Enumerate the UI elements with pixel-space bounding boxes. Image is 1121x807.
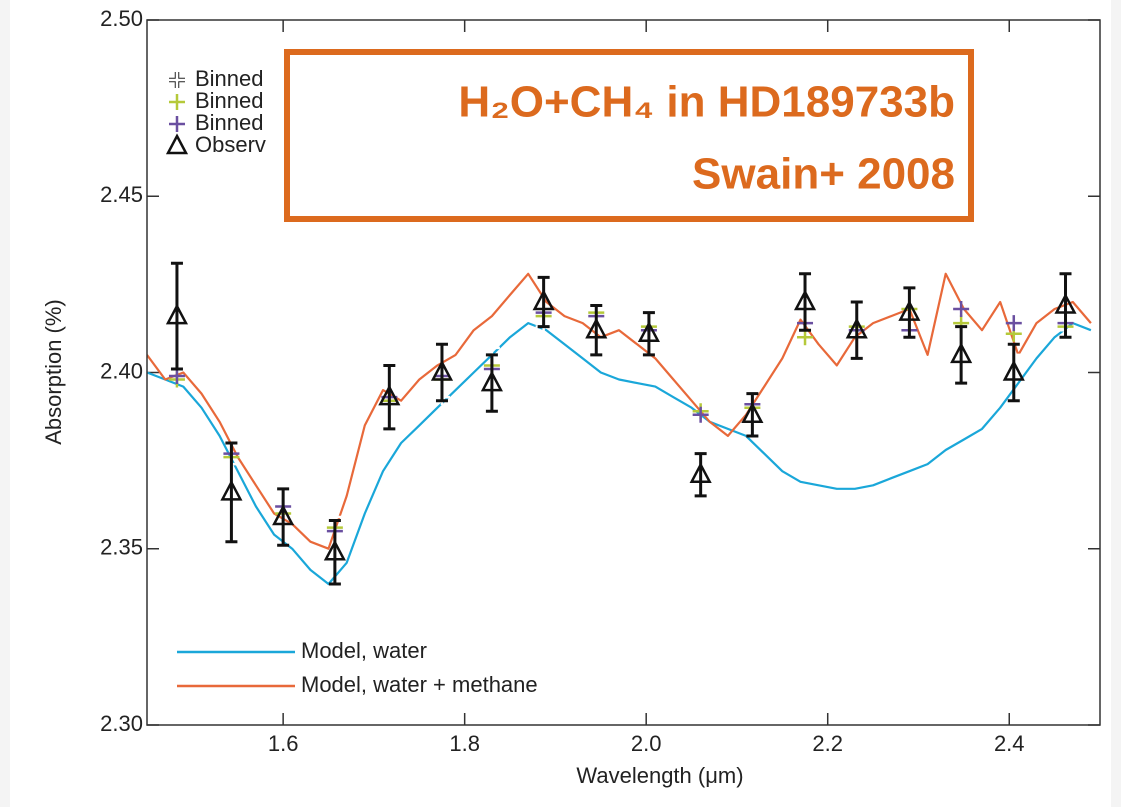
observed-point [845, 317, 868, 339]
binned-point [797, 350, 814, 367]
x-tick-label: 2.2 [812, 731, 843, 756]
error-bar [328, 519, 341, 586]
observed-point [323, 539, 346, 561]
legend-marker [165, 133, 189, 155]
legend-label: Observ [195, 132, 266, 157]
error-bar [537, 275, 550, 329]
y-tick-label: 2.50 [100, 6, 143, 31]
observed-point [480, 370, 503, 392]
error-bar [170, 261, 183, 371]
observed-point [1054, 292, 1077, 314]
observed-point [430, 359, 454, 381]
error-bar [642, 311, 655, 357]
y-tick-label: 2.35 [100, 535, 143, 560]
model-line [147, 322, 1092, 586]
binned-point [640, 357, 657, 374]
observed-point [165, 303, 189, 325]
legend-label: Binned [195, 66, 264, 91]
observed-point [950, 342, 973, 364]
binned-point [483, 339, 500, 356]
observed-point [532, 289, 555, 311]
error-bar [694, 452, 707, 498]
legend-marker [169, 94, 185, 110]
binned-point [1005, 315, 1022, 332]
legend-box [170, 633, 650, 709]
error-bar [1007, 342, 1020, 403]
error-bar [485, 353, 498, 413]
observed-point [272, 504, 295, 526]
model-line [147, 272, 1092, 550]
y-axis-label: Absorption (%) [41, 299, 66, 445]
binned-point [692, 406, 709, 423]
x-axis-label: Wavelength (μm) [576, 763, 743, 788]
y-tick-label: 2.45 [100, 182, 143, 207]
y-tick-label: 2.30 [100, 711, 143, 736]
legend-label: Model, water + methane [301, 672, 538, 697]
legend-label: Binned [195, 110, 264, 135]
x-tick-label: 1.6 [268, 731, 299, 756]
observed-point [1002, 359, 1025, 381]
error-bar [383, 363, 396, 431]
observed-point [220, 479, 243, 501]
legend-marker [169, 116, 185, 132]
annotation-box [284, 49, 974, 222]
plot-frame [146, 19, 1101, 726]
observed-point [637, 321, 660, 342]
legend-label: Binned [195, 88, 264, 113]
annotation: Swain+ 2008 [692, 150, 955, 199]
binned-point [692, 431, 709, 448]
error-bar [746, 392, 759, 438]
binned-point [848, 368, 865, 385]
observed-point [689, 462, 712, 483]
binned-point [168, 385, 185, 402]
error-bar [1059, 272, 1072, 339]
error-bar [590, 304, 603, 357]
plot-area [147, 261, 1092, 586]
legend-marker [169, 72, 185, 88]
x-tick-label: 2.4 [994, 731, 1025, 756]
observed-point [378, 384, 401, 406]
observed-point [585, 317, 608, 339]
legend-label: Model, water [301, 638, 427, 663]
binned-point [953, 301, 970, 318]
annotation: H₂O+CH₄ in HD189733b [458, 78, 955, 127]
observed-point [793, 289, 817, 311]
error-bar [955, 325, 968, 385]
binned-point [168, 368, 185, 385]
error-bar [225, 441, 238, 544]
x-tick-label: 2.0 [631, 731, 662, 756]
binned-point [797, 329, 814, 346]
error-bar [850, 300, 863, 360]
x-tick-label: 1.8 [449, 731, 480, 756]
observed-point [898, 299, 921, 321]
error-bar [277, 487, 290, 547]
error-bar [435, 342, 448, 403]
error-bar [903, 286, 916, 339]
observed-point [741, 402, 764, 424]
y-tick-label: 2.40 [100, 358, 143, 383]
error-bar [799, 272, 812, 332]
